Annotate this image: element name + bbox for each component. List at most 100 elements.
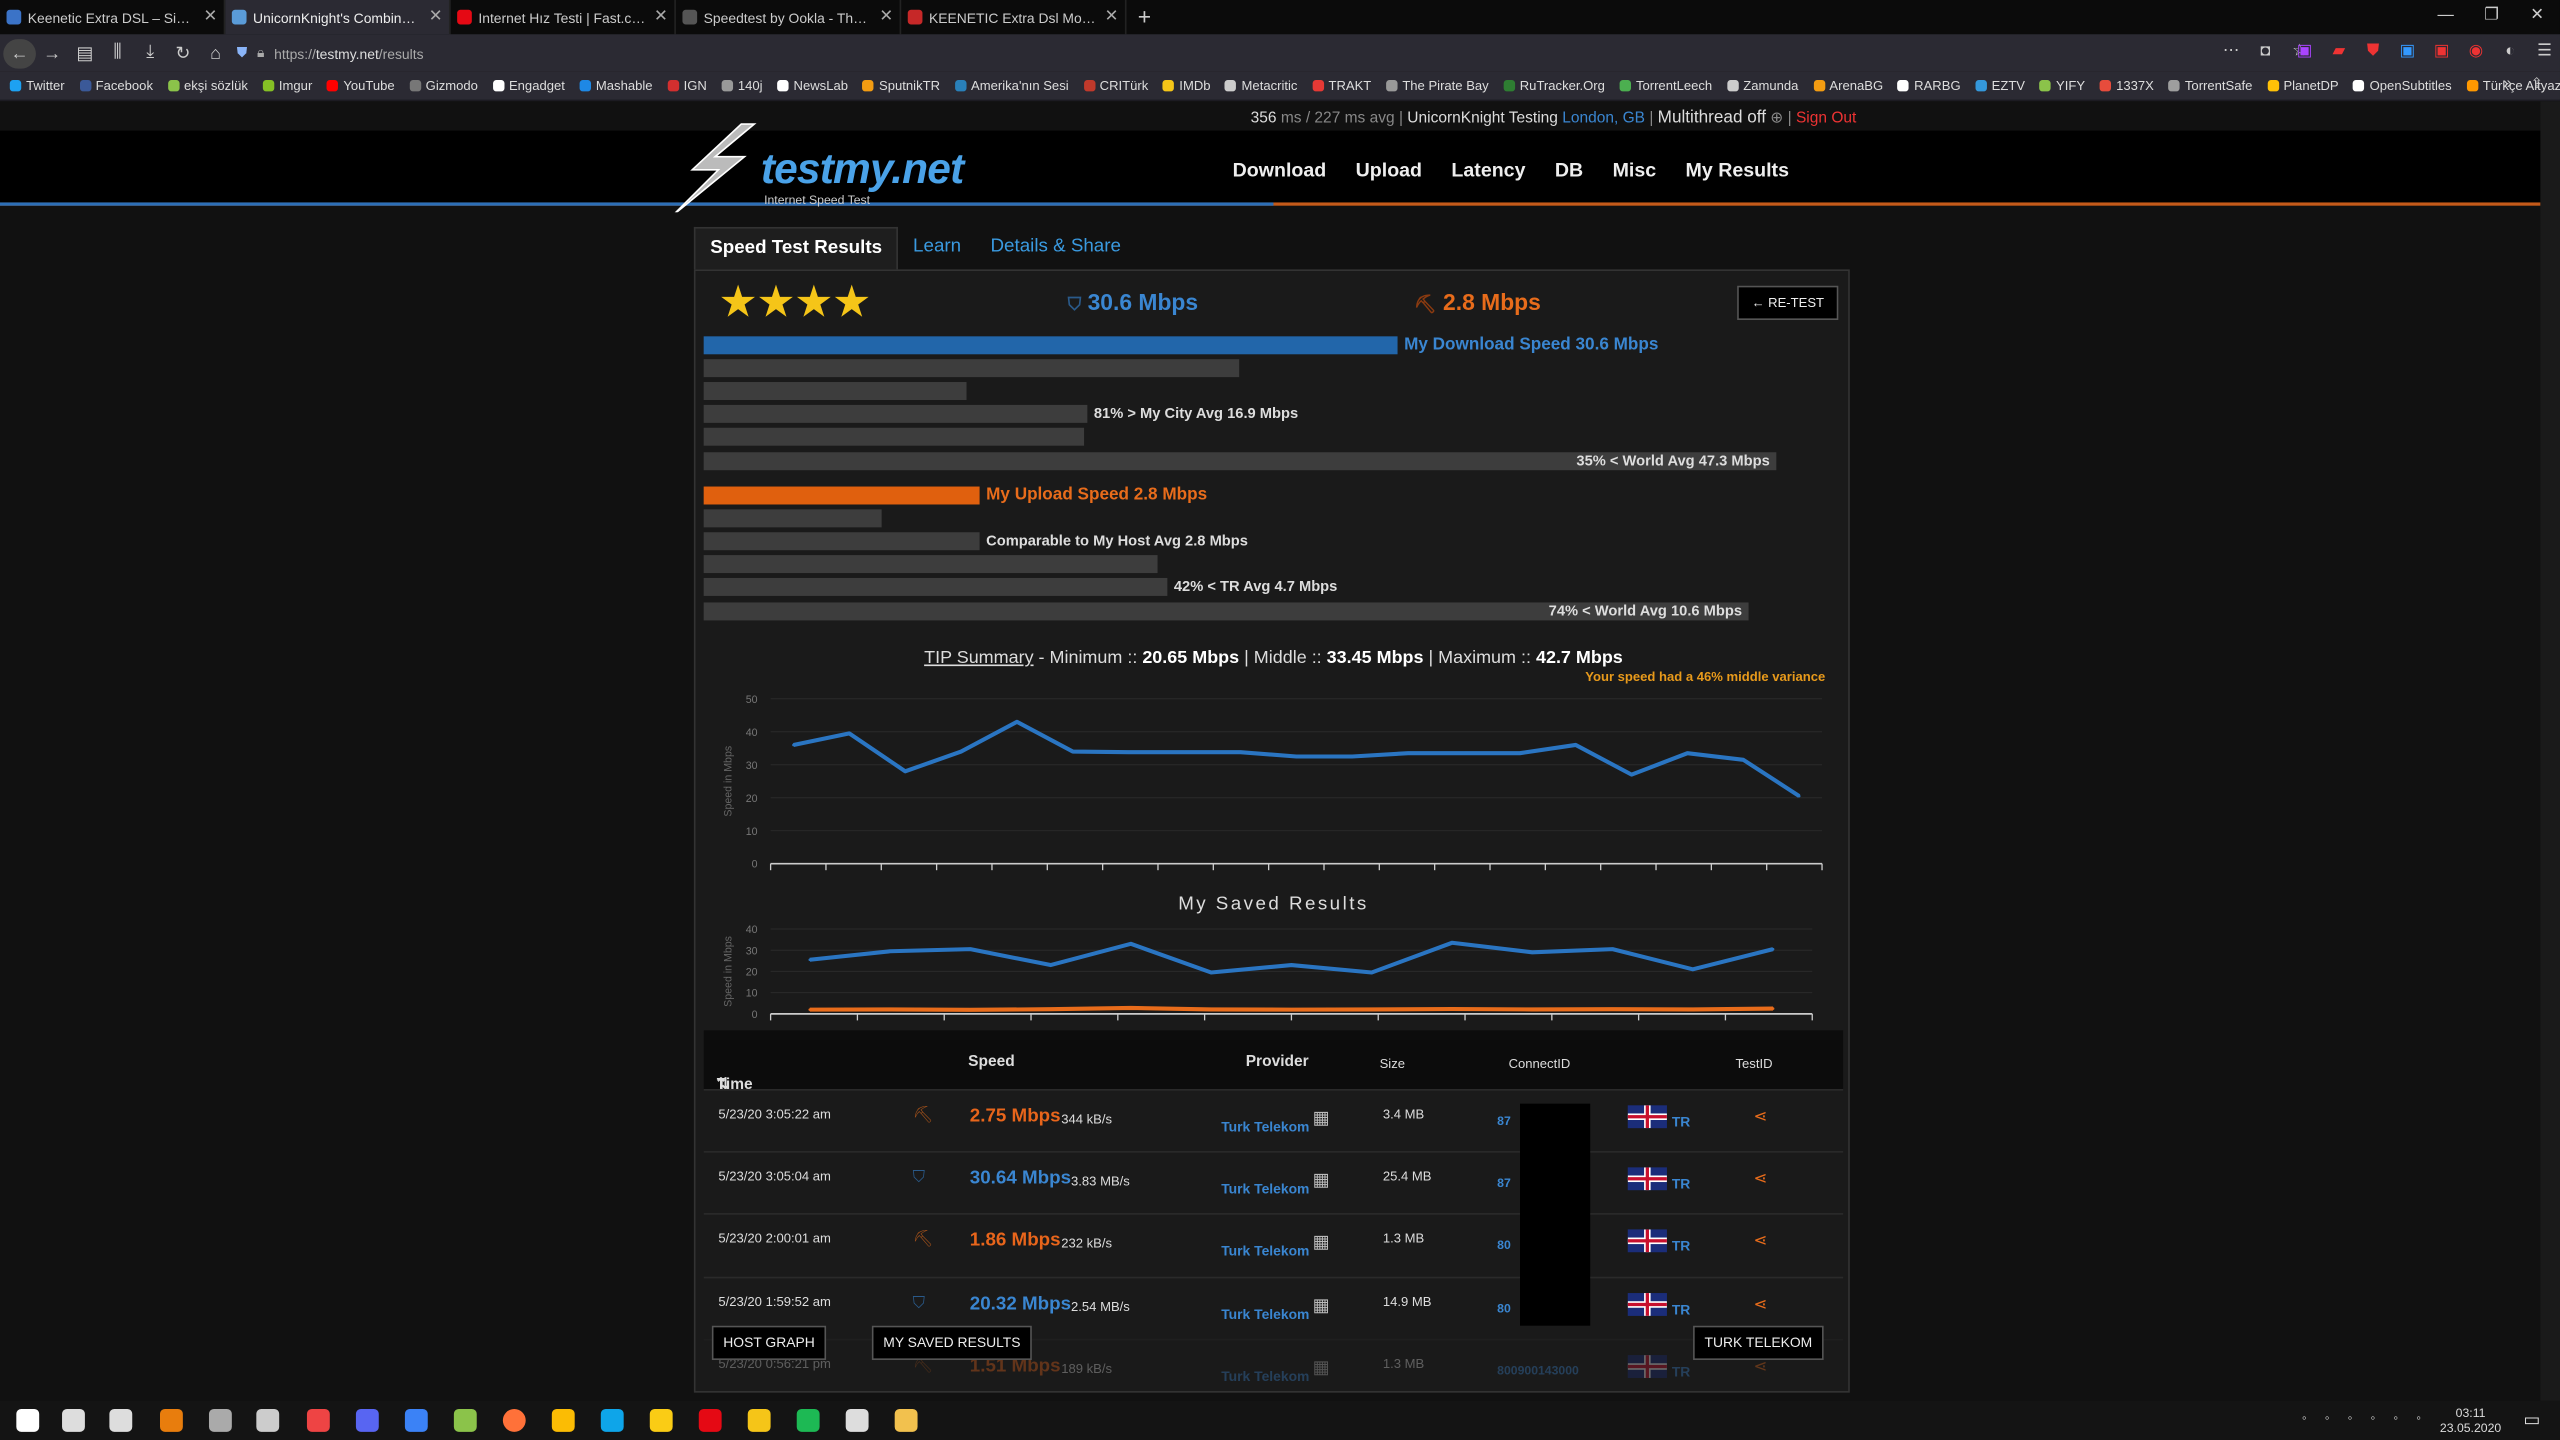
- spotify-icon[interactable]: [796, 1408, 820, 1432]
- bookmark-item[interactable]: TorrentSafe: [2168, 78, 2252, 93]
- row-country[interactable]: TR: [1671, 1362, 1691, 1380]
- browser-tab[interactable]: KEENETIC Extra Dsl Modem ve ✕: [901, 0, 1127, 35]
- discord-icon[interactable]: [355, 1408, 379, 1432]
- browser-tab[interactable]: UnicornKnight's Combined Sp ✕: [225, 0, 451, 35]
- bookmark-item[interactable]: Gizmodo: [409, 78, 478, 93]
- bookmark-item[interactable]: Imgur: [262, 78, 312, 93]
- bookmark-item[interactable]: SputnikTR: [862, 78, 940, 93]
- tray-network-icon[interactable]: ◦: [2370, 1410, 2376, 1426]
- netflix-icon[interactable]: [698, 1408, 722, 1432]
- col-size[interactable]: Size: [1379, 1056, 1405, 1072]
- provider-info-icon[interactable]: ▦: [1312, 1358, 1330, 1378]
- menu-db[interactable]: DB: [1554, 158, 1584, 182]
- bookmark-item[interactable]: Türkçe Altyazı: [2466, 78, 2560, 93]
- extension-icon[interactable]: ▣: [2399, 42, 2416, 61]
- browser-tab[interactable]: Internet Hız Testi | Fast.com ✕: [451, 0, 676, 35]
- bookmark-item[interactable]: 1337X: [2099, 78, 2154, 93]
- my-saved-results-button[interactable]: MY SAVED RESULTS: [871, 1325, 1032, 1360]
- pocket-icon[interactable]: ◘: [2260, 42, 2271, 61]
- row-provider[interactable]: Turk Telekom: [1221, 1118, 1310, 1135]
- tab-details-share[interactable]: Details & Share: [990, 236, 1121, 257]
- share-icon[interactable]: ⋖: [1753, 1233, 1768, 1252]
- utorrent-icon[interactable]: [453, 1408, 477, 1432]
- share-icon[interactable]: ⋖: [1753, 1358, 1768, 1376]
- tray-cloud-icon[interactable]: ◦: [2324, 1410, 2330, 1426]
- close-tab-icon[interactable]: ✕: [879, 8, 894, 27]
- close-tab-icon[interactable]: ✕: [203, 8, 218, 27]
- task-view-icon[interactable]: [109, 1408, 133, 1432]
- forward-icon[interactable]: →: [43, 43, 62, 63]
- tab-learn[interactable]: Learn: [913, 236, 962, 257]
- share-icon[interactable]: ⋖: [1753, 1295, 1768, 1314]
- bookmarks-overflow-icon[interactable]: »: [2502, 75, 2512, 94]
- extension-icon[interactable]: ◉: [2468, 42, 2484, 61]
- browser-tab[interactable]: Keenetic Extra DSL – Sistem Gö ✕: [0, 0, 226, 35]
- share-icon[interactable]: ⋖: [1753, 1108, 1768, 1127]
- blender-icon[interactable]: [159, 1408, 183, 1432]
- bookmark-item[interactable]: The Pirate Bay: [1385, 78, 1489, 93]
- row-connect-id[interactable]: 80: [1497, 1300, 1511, 1316]
- bookmark-item[interactable]: Twitter: [9, 78, 65, 93]
- table-row[interactable]: 5/23/20 2:00:01 am ⛏ 1.86 Mbps 232 kB/s Turk…: [703, 1213, 1844, 1276]
- bookmark-item[interactable]: PlanetDP: [2267, 78, 2339, 93]
- steam-icon[interactable]: [256, 1408, 280, 1432]
- menu-latency[interactable]: Latency: [1451, 158, 1526, 182]
- app-icon[interactable]: [208, 1408, 232, 1432]
- row-country[interactable]: TR: [1671, 1300, 1691, 1317]
- url-bar[interactable]: ⛊ 🔒︎ https://testmy.net/results: [237, 39, 2164, 67]
- bookmark-item[interactable]: Engadget: [492, 78, 565, 93]
- bookmark-item[interactable]: IMDb: [1162, 78, 1211, 93]
- edge-icon[interactable]: [600, 1408, 624, 1432]
- menu-download[interactable]: Download: [1232, 158, 1327, 182]
- bookmark-item[interactable]: RuTracker.Org: [1503, 78, 1605, 93]
- isp-filter-button[interactable]: TURK TELEKOM: [1693, 1325, 1824, 1360]
- extension-icon[interactable]: ▣: [2296, 42, 2313, 61]
- col-test-id[interactable]: TestID: [1735, 1056, 1773, 1072]
- retest-button[interactable]: ← RE-TEST: [1737, 285, 1839, 320]
- chrome-icon[interactable]: [551, 1408, 575, 1432]
- close-tab-icon[interactable]: ✕: [654, 8, 668, 27]
- bookmark-item[interactable]: EZTV: [1975, 78, 2025, 93]
- browser-tab[interactable]: Speedtest by Ookla - The Glob ✕: [676, 0, 902, 35]
- table-row[interactable]: 5/23/20 3:05:22 am ⛏ 2.75 Mbps 344 kB/s Turk…: [703, 1088, 1844, 1151]
- menu-icon[interactable]: ☰: [2537, 42, 2552, 61]
- shield-icon[interactable]: ⛊: [236, 44, 248, 61]
- bookmark-item[interactable]: Mashable: [579, 78, 653, 93]
- security-icon[interactable]: [404, 1408, 428, 1432]
- share-icon[interactable]: ⋖: [1753, 1170, 1768, 1189]
- row-connect-id[interactable]: 87: [1497, 1113, 1511, 1129]
- bookmark-item[interactable]: Amerika'nın Sesi: [954, 78, 1069, 93]
- table-row[interactable]: 5/23/20 1:59:52 am ⛉ 20.32 Mbps 2.54 MB/s Tu…: [703, 1276, 1844, 1338]
- user-name[interactable]: UnicornKnight Testing: [1407, 109, 1558, 128]
- row-provider[interactable]: Turk Telekom: [1221, 1180, 1310, 1198]
- extension-icon[interactable]: ▣: [2433, 42, 2450, 61]
- bookmark-item[interactable]: TRAKT: [1312, 78, 1371, 93]
- bookmark-item[interactable]: ArenaBG: [1813, 78, 1883, 93]
- row-country[interactable]: TR: [1671, 1113, 1691, 1130]
- close-window-icon[interactable]: ✕: [2530, 6, 2544, 25]
- notification-icon[interactable]: ▭: [2523, 1410, 2541, 1431]
- bookmark-item[interactable]: NewsLab: [777, 78, 848, 93]
- tip-summary-link[interactable]: TIP Summary: [924, 648, 1034, 668]
- bookmark-star-icon[interactable]: ☆: [2292, 42, 2307, 61]
- account-icon[interactable]: ◐: [2505, 42, 2516, 61]
- sidebar-icon[interactable]: ▤: [76, 44, 94, 64]
- bookmark-item[interactable]: 140j: [721, 78, 763, 93]
- bookmark-item[interactable]: ekşi sözlük: [167, 78, 248, 93]
- bookmark-item[interactable]: Facebook: [79, 78, 153, 93]
- sign-out-link[interactable]: Sign Out: [1795, 109, 1857, 128]
- bookmark-item[interactable]: CRITürk: [1083, 78, 1148, 93]
- multithread-toggle[interactable]: Multithread off: [1657, 107, 1766, 128]
- extension-icon[interactable]: ⛊: [2366, 42, 2380, 61]
- search-icon[interactable]: [62, 1408, 85, 1432]
- col-speed[interactable]: Speed: [968, 1053, 1015, 1072]
- home-icon[interactable]: ⌂: [210, 43, 221, 63]
- extension-icon[interactable]: ▰: [2332, 42, 2346, 61]
- host-graph-button[interactable]: HOST GRAPH: [711, 1325, 827, 1360]
- restore-icon[interactable]: ❐: [2484, 6, 2499, 25]
- notes-icon[interactable]: [649, 1408, 673, 1432]
- provider-info-icon[interactable]: ▦: [1312, 1233, 1330, 1253]
- row-provider[interactable]: Turk Telekom: [1221, 1367, 1310, 1385]
- row-provider[interactable]: Turk Telekom: [1221, 1305, 1310, 1322]
- tab-speed-test-results[interactable]: Speed Test Results: [693, 226, 899, 270]
